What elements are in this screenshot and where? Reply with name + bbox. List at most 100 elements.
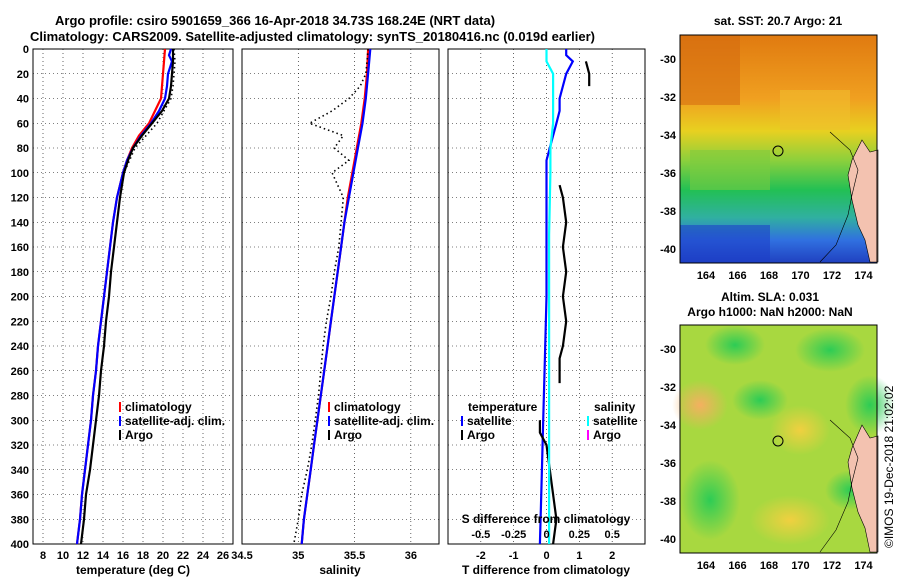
map-lon-tick-label: 170 [791,270,809,282]
salinity-panel [241,48,440,545]
series-t-argo [558,184,568,384]
map-lat-tick-label: -40 [660,244,676,256]
sla-map [672,324,895,554]
legend-title-salinity: salinity [594,400,636,414]
map-lon-tick-label: 164 [697,560,716,572]
legend-label-climatology: climatology [125,400,192,414]
salinity-legend: climatology satellite-adj. clim. Argo [328,400,434,442]
salinity-xlabel: salinity [319,563,361,577]
sla-blob [845,375,895,435]
legend-label-satellite: satellite-adj. clim. [334,414,434,428]
sst-land-new-caledonia [847,139,879,263]
x-tick-label: 18 [137,550,149,562]
depth-tick-label: 280 [11,391,29,403]
series-argo-dots [123,48,176,174]
legend-label-argo: Argo [125,428,153,442]
map-lat-tick-label: -36 [660,458,676,470]
depth-tick-label: 260 [11,366,29,378]
depth-tick-labels: 0 20 40 60 80 100 120 140 160 180 200 220 240 260 280 3… [11,44,29,551]
sla-map-title-1: Altim. SLA: 0.031 [721,290,819,304]
legend-label-climatology: climatology [334,400,401,414]
map-lon-tick-label: 174 [854,270,873,282]
header-line-1: Argo profile: csiro 5901659_366 16-Apr-2… [55,13,495,28]
series-satellite-adj-clim- [300,48,372,545]
sla-land-new-caledonia [847,424,879,553]
temperature-legend: climatology satellite-adj. clim. Argo [119,400,225,442]
sla-blob [680,460,740,540]
x-tick-label: 1 [576,550,582,562]
sla-argo-position-marker [772,435,784,447]
map-tick-labels: 164 166 168 170 172 174 -30 -32 -34 -36 -38 -40 164 1… [660,54,873,572]
map-lon-tick-label: 166 [728,270,746,282]
series-s-satellite [545,49,555,544]
depth-tick-label: 340 [11,465,29,477]
sst-patch [780,90,850,130]
depth-tick-label: 200 [11,292,29,304]
x-tick-label: 12 [77,550,89,562]
sla-blob [732,380,788,420]
depth-tick-label: 180 [11,267,29,279]
map-lat-tick-label: -34 [660,420,677,432]
series-satellite-adj-clim- [75,48,174,545]
map-lon-tick-label: 172 [823,270,841,282]
s-x-tick-label: -0.5 [471,529,490,541]
sst-map [679,34,879,264]
sst-patch [690,150,770,190]
map-lon-tick-label: 168 [760,560,778,572]
legend-label-s-satellite: satellite [593,414,638,428]
x-tick-label: -2 [476,550,486,562]
depth-tick-label: 60 [17,118,29,130]
x-tick-labels: 8 10 12 14 16 18 20 22 24 26 34.5 35 35.5 36 -2 -1 0 1 2-0… [40,529,620,562]
depth-tick-label: 240 [11,341,29,353]
sla-blob [795,328,865,372]
map-lat-tick-label: -30 [660,54,676,66]
x-tick-label: -1 [509,550,519,562]
depth-tick-label: 300 [11,415,29,427]
series-layer [75,48,591,545]
legend-label-satellite: satellite-adj. clim. [125,414,225,428]
depth-tick-label: 160 [11,242,29,254]
x-tick-label: 22 [177,550,189,562]
map-lat-tick-label: -38 [660,206,676,218]
depth-tick-label: 0 [23,44,29,56]
map-lon-tick-label: 172 [823,560,841,572]
map-lat-tick-label: -36 [660,168,676,180]
sst-map-frame [679,34,878,264]
map-lon-tick-label: 170 [791,560,809,572]
legend-label-argo: Argo [334,428,362,442]
x-tick-label: 35 [292,550,304,562]
sla-blob [770,405,830,455]
depth-tick-label: 100 [11,168,29,180]
legend-title-temperature: temperature [468,400,538,414]
temperature-xlabel: temperature (deg C) [76,563,190,577]
x-tick-label: 35.5 [344,550,365,562]
x-tick-label: 10 [57,550,69,562]
sla-blob [672,380,728,430]
map-lat-tick-label: -32 [660,92,676,104]
map-lat-tick-label: -30 [660,344,676,356]
depth-tick-label: 80 [17,143,29,155]
sla-map-title-2: Argo h1000: NaN h2000: NaN [687,305,852,319]
depth-tick-label: 40 [17,94,29,106]
map-lat-tick-label: -34 [660,130,677,142]
depth-tick-label: 220 [11,316,29,328]
map-lat-tick-label: -32 [660,382,676,394]
map-lat-tick-label: -40 [660,534,676,546]
depth-tick-label: 120 [11,193,29,205]
sla-blob [705,325,765,365]
x-tick-label: 24 [197,550,210,562]
sla-map-frame [679,324,878,554]
x-tick-label: 16 [117,550,129,562]
difference-legend: temperature satellite Argo salinity sate… [461,400,638,442]
x-tick-label: 20 [157,550,169,562]
depth-tick-label: 400 [11,539,29,551]
depth-tick-label: 320 [11,440,29,452]
x-tick-label: 8 [40,550,46,562]
x-tick-label: 26 [217,550,229,562]
map-lon-tick-label: 166 [728,560,746,572]
x-tick-label: 0 [543,550,549,562]
s-x-tick-label: -0.25 [501,529,526,541]
depth-tick-label: 360 [11,490,29,502]
imos-side-label: ©IMOS 19-Dec-2018 21:02:02 [882,385,896,548]
